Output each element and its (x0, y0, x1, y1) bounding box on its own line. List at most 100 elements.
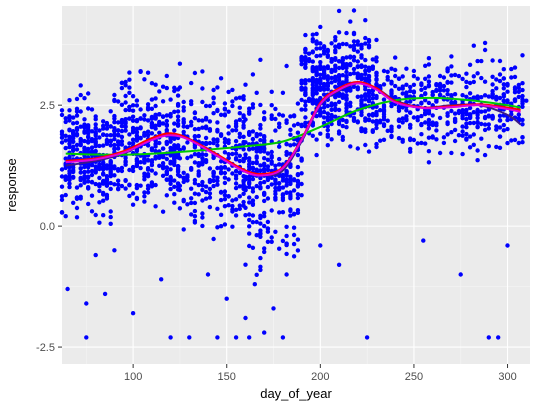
data-point (160, 164, 166, 170)
data-point (160, 121, 166, 126)
data-point (203, 196, 209, 201)
data-point (116, 142, 121, 148)
data-point (374, 125, 379, 131)
data-point (138, 183, 143, 188)
data-point (366, 117, 372, 122)
data-point (254, 219, 259, 225)
data-point (411, 90, 417, 95)
data-point (218, 132, 224, 137)
data-point (460, 129, 465, 134)
data-point (164, 165, 169, 170)
data-point (175, 164, 181, 169)
data-point (230, 103, 235, 109)
data-point (325, 47, 330, 53)
data-point (374, 37, 379, 43)
data-point (295, 192, 301, 197)
data-point (237, 95, 242, 100)
data-point (160, 114, 166, 119)
data-point (233, 138, 239, 144)
data-point (74, 126, 80, 131)
data-point (211, 87, 216, 93)
data-point (411, 137, 417, 143)
data-point (516, 112, 521, 117)
data-point (355, 49, 360, 54)
data-point (142, 117, 147, 122)
data-point (325, 74, 330, 79)
data-point (423, 63, 428, 68)
data-point (475, 71, 480, 76)
data-point (164, 73, 169, 79)
data-point (359, 42, 364, 47)
data-point (247, 224, 252, 229)
data-point (160, 84, 166, 89)
data-point (247, 147, 252, 152)
data-point (471, 132, 476, 137)
data-point (419, 122, 424, 128)
data-point (226, 89, 231, 95)
data-point (284, 190, 289, 195)
data-point (501, 82, 506, 87)
data-point (185, 140, 190, 145)
data-point (241, 199, 246, 205)
data-point (130, 108, 136, 113)
data-point (374, 71, 379, 76)
data-point (207, 140, 213, 146)
data-point (67, 108, 72, 113)
data-point (123, 121, 128, 126)
data-point (321, 83, 327, 89)
data-point (189, 119, 194, 125)
data-point (181, 105, 186, 110)
data-point (434, 137, 439, 142)
data-point (516, 116, 521, 121)
data-point (153, 144, 158, 149)
data-point (192, 218, 198, 224)
data-point (82, 117, 87, 122)
data-point (460, 133, 465, 138)
data-point (505, 82, 510, 87)
data-point (130, 103, 136, 108)
data-point (333, 38, 338, 43)
data-point (181, 129, 186, 135)
data-point (366, 43, 372, 48)
data-point (82, 138, 87, 144)
data-point (254, 149, 259, 154)
data-point (215, 127, 220, 133)
data-point (273, 128, 278, 133)
data-point (207, 204, 213, 210)
data-point (142, 190, 147, 195)
data-point (351, 39, 357, 44)
data-point (196, 169, 201, 174)
data-point (189, 196, 194, 201)
data-point (127, 141, 132, 146)
data-point (486, 122, 491, 127)
data-point (344, 87, 349, 92)
data-point (475, 58, 480, 64)
data-point (243, 187, 248, 193)
data-point (269, 161, 274, 166)
data-point (258, 138, 263, 143)
data-point (385, 128, 390, 133)
data-point (303, 107, 308, 112)
data-point (310, 123, 315, 128)
data-point (200, 215, 205, 220)
data-point (336, 75, 342, 80)
data-point (460, 76, 465, 82)
data-point (265, 196, 271, 201)
data-point (207, 119, 213, 124)
data-point (192, 214, 198, 219)
data-point (423, 98, 428, 103)
data-point (226, 203, 231, 208)
data-point (471, 74, 476, 79)
data-point (479, 121, 484, 127)
data-point (497, 78, 503, 84)
data-point (258, 215, 263, 221)
data-point (423, 85, 428, 91)
data-point (233, 147, 239, 152)
data-point (441, 135, 447, 140)
data-point (63, 176, 68, 181)
data-point (222, 170, 228, 176)
data-point (494, 77, 499, 82)
data-point (230, 203, 235, 209)
data-point (168, 167, 173, 172)
data-point (119, 165, 125, 171)
